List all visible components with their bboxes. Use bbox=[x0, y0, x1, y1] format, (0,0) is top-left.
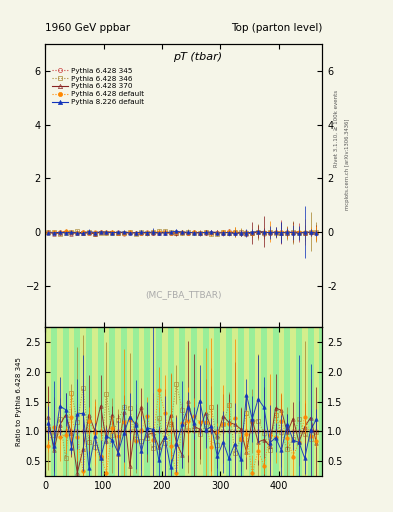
Bar bbox=[103, 327, 109, 476]
Bar bbox=[138, 327, 144, 476]
Bar bbox=[174, 327, 179, 476]
Text: (MC_FBA_TTBAR): (MC_FBA_TTBAR) bbox=[145, 290, 222, 298]
Bar bbox=[185, 327, 191, 476]
Y-axis label: Ratio to Pythia 6.428 345: Ratio to Pythia 6.428 345 bbox=[16, 357, 22, 446]
Bar bbox=[115, 327, 121, 476]
Bar bbox=[232, 327, 238, 476]
Text: Rivet 3.1.10, ≥ 100k events: Rivet 3.1.10, ≥ 100k events bbox=[334, 90, 338, 166]
Text: mcplots.cern.ch [arXiv:1306.3436]: mcplots.cern.ch [arXiv:1306.3436] bbox=[345, 118, 350, 209]
Text: 1960 GeV ppbar: 1960 GeV ppbar bbox=[45, 23, 130, 33]
Bar bbox=[197, 327, 203, 476]
Bar bbox=[279, 327, 285, 476]
Bar bbox=[244, 327, 249, 476]
Bar bbox=[127, 327, 133, 476]
Text: pT (tbar): pT (tbar) bbox=[173, 52, 222, 62]
Bar bbox=[45, 327, 51, 476]
Bar bbox=[290, 327, 296, 476]
Bar bbox=[162, 327, 168, 476]
Bar bbox=[314, 327, 320, 476]
Bar bbox=[80, 327, 86, 476]
Bar bbox=[92, 327, 98, 476]
Bar bbox=[267, 327, 273, 476]
Text: Top (parton level): Top (parton level) bbox=[231, 23, 322, 33]
Bar bbox=[57, 327, 63, 476]
Bar bbox=[68, 327, 74, 476]
Legend: Pythia 6.428 345, Pythia 6.428 346, Pythia 6.428 370, Pythia 6.428 default, Pyth: Pythia 6.428 345, Pythia 6.428 346, Pyth… bbox=[50, 65, 147, 108]
Bar bbox=[302, 327, 308, 476]
Bar bbox=[209, 327, 214, 476]
Bar bbox=[255, 327, 261, 476]
Bar bbox=[220, 327, 226, 476]
Bar bbox=[150, 327, 156, 476]
